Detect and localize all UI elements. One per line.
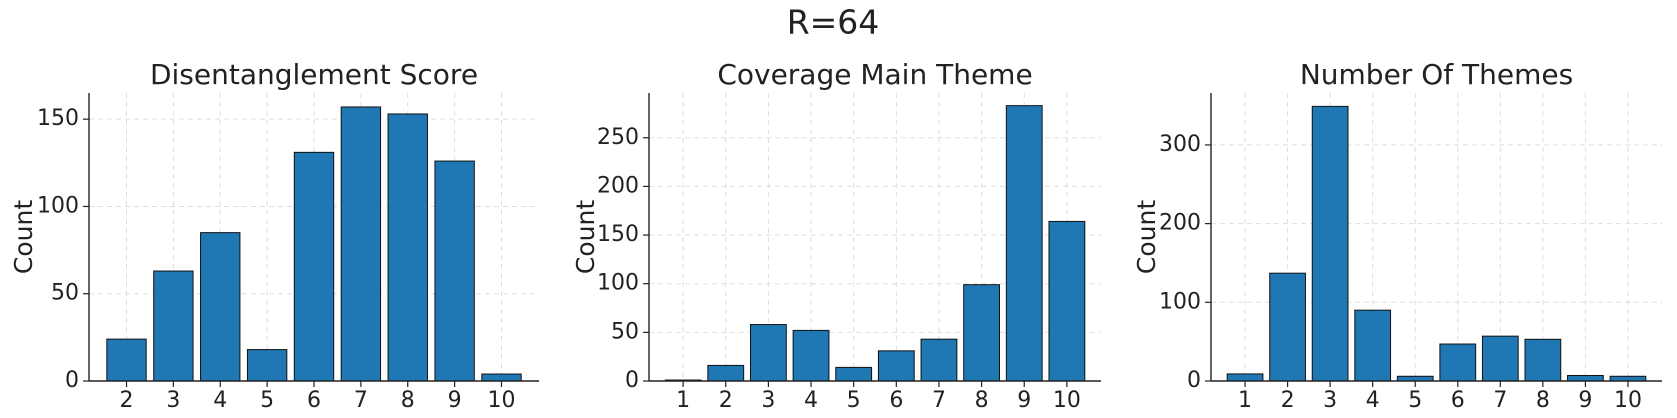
y-tick-label: 300 bbox=[1159, 132, 1201, 157]
x-tick-label: 2 bbox=[120, 388, 134, 413]
x-tick-label: 3 bbox=[761, 388, 775, 413]
x-tick-label: 8 bbox=[1536, 388, 1550, 413]
bar bbox=[1269, 272, 1306, 382]
y-tick-label: 100 bbox=[37, 193, 79, 218]
y-tick-label: 200 bbox=[597, 173, 639, 198]
x-tick-label: 5 bbox=[847, 388, 861, 413]
x-tick-label: 3 bbox=[1323, 388, 1337, 413]
bar bbox=[200, 232, 241, 382]
bar bbox=[1396, 375, 1434, 382]
figure-title: R=64 bbox=[787, 3, 880, 42]
chart-title: Number Of Themes bbox=[1300, 58, 1573, 91]
x-tick-label: 8 bbox=[975, 388, 989, 413]
x-tick-label: 5 bbox=[260, 388, 274, 413]
y-tick-label: 50 bbox=[51, 281, 79, 306]
x-tick-label: 7 bbox=[932, 388, 946, 413]
bar bbox=[920, 338, 958, 382]
x-tick-label: 10 bbox=[1614, 388, 1642, 413]
y-tick-label: 200 bbox=[1159, 211, 1201, 236]
y-tick-label: 150 bbox=[37, 106, 79, 131]
x-tick-label: 4 bbox=[804, 388, 818, 413]
x-tick-label: 7 bbox=[354, 388, 368, 413]
x-tick-label: 6 bbox=[1451, 388, 1465, 413]
bar bbox=[749, 324, 787, 382]
x-tick-label: 5 bbox=[1408, 388, 1422, 413]
bar bbox=[1354, 309, 1392, 382]
y-axis-label: Count bbox=[571, 200, 600, 274]
x-tick-label: 9 bbox=[448, 388, 462, 413]
bar bbox=[1048, 220, 1086, 382]
y-tick-label: 100 bbox=[597, 271, 639, 296]
bar bbox=[1439, 343, 1477, 382]
bar bbox=[963, 284, 1001, 382]
x-tick-label: 1 bbox=[1238, 388, 1252, 413]
bar bbox=[340, 106, 382, 382]
x-tick-label: 1 bbox=[676, 388, 690, 413]
y-tick-label: 50 bbox=[611, 319, 639, 344]
x-tick-label: 7 bbox=[1493, 388, 1507, 413]
bar bbox=[707, 364, 745, 382]
bar bbox=[1311, 105, 1349, 382]
bar bbox=[106, 338, 147, 382]
x-tick-label: 10 bbox=[1053, 388, 1081, 413]
x-tick-label: 10 bbox=[488, 388, 516, 413]
y-tick-label: 150 bbox=[597, 222, 639, 247]
bar bbox=[1524, 338, 1562, 382]
bar bbox=[481, 373, 522, 382]
x-tick-label: 2 bbox=[719, 388, 733, 413]
bar bbox=[1481, 335, 1519, 382]
bar bbox=[293, 151, 335, 382]
bar bbox=[877, 350, 915, 382]
y-axis-label: Count bbox=[9, 200, 38, 274]
x-tick-label: 2 bbox=[1281, 388, 1295, 413]
chart-title: Disentanglement Score bbox=[150, 58, 478, 91]
x-tick-label: 6 bbox=[307, 388, 321, 413]
y-tick-label: 0 bbox=[65, 368, 79, 393]
x-tick-label: 8 bbox=[401, 388, 415, 413]
y-tick-label: 0 bbox=[1187, 368, 1201, 393]
bar bbox=[153, 270, 194, 382]
x-tick-label: 9 bbox=[1017, 388, 1031, 413]
y-axis-label: Count bbox=[1132, 200, 1161, 274]
bar bbox=[835, 366, 873, 382]
chart-title: Coverage Main Theme bbox=[717, 58, 1032, 91]
bar bbox=[387, 113, 428, 382]
bar bbox=[434, 160, 475, 382]
x-tick-label: 6 bbox=[889, 388, 903, 413]
y-tick-label: 0 bbox=[625, 368, 639, 393]
bar bbox=[1005, 105, 1043, 382]
y-tick-label: 250 bbox=[597, 125, 639, 150]
x-tick-label: 3 bbox=[166, 388, 180, 413]
bar bbox=[1226, 373, 1264, 382]
bar bbox=[246, 349, 288, 382]
x-tick-label: 4 bbox=[213, 388, 227, 413]
x-tick-label: 4 bbox=[1366, 388, 1380, 413]
bar bbox=[1609, 375, 1647, 382]
bar bbox=[792, 329, 830, 382]
x-tick-label: 9 bbox=[1578, 388, 1592, 413]
y-tick-label: 100 bbox=[1159, 289, 1201, 314]
bar bbox=[1567, 374, 1604, 382]
